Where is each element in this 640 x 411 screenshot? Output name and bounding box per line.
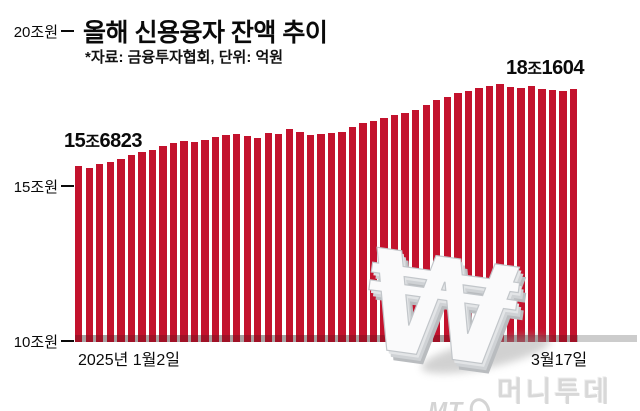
mt-logo-bubble-icon [466,395,494,411]
bar [306,135,315,342]
bar [138,152,146,342]
x-axis-end-label: 3월17일 [531,352,588,369]
y-tick-label: 10조원 [13,333,58,351]
y-tick-10: 10조원 [0,332,74,351]
y-tick-label: 20조원 [13,23,58,41]
value-number: 18 [506,57,528,79]
moneytoday-wordmark: 머니투데이 [497,376,613,407]
bar [454,93,462,342]
bar [569,89,578,342]
bar [254,138,262,342]
won-glyph-depth: ₩ [361,230,534,388]
bar [464,90,473,342]
bar [506,86,515,342]
bar [159,146,167,342]
tick-dash-icon [61,30,74,32]
bars [75,32,578,342]
bar [201,139,209,342]
y-tick-20: 20조원 [0,22,74,41]
value-unit: 조 [527,61,542,78]
bar [433,100,441,342]
moneytoday-watermark: MT 머니투데이 [428,370,640,411]
bar [117,158,125,342]
bar [285,129,294,342]
y-tick-label: 15조원 [13,178,58,196]
value-number: 6823 [99,130,142,152]
bar [275,134,283,342]
bar [369,121,378,342]
bar [243,136,251,342]
value-number: 15 [64,130,86,152]
bar [222,134,230,342]
bar [359,123,367,342]
bar [338,131,346,342]
baseline-shade [75,335,578,342]
bar [422,104,430,342]
bar [517,87,525,342]
value-number: 1604 [541,57,584,79]
bar [412,109,420,342]
bar [401,113,409,342]
bar [75,165,83,342]
bar [559,90,567,342]
tick-dash-icon [61,185,74,187]
x-axis-start-label: 2025년 1월2일 [78,352,180,369]
bar [148,149,157,342]
bar [264,132,272,342]
bar [85,168,93,342]
won-glyph-depth: ₩ [356,228,529,388]
bar [348,126,357,342]
bar [475,88,483,342]
won-glyph-depth: ₩ [359,228,532,388]
bar [390,115,399,342]
bar [527,85,536,342]
first-value-label: 15조6823 [64,128,142,153]
bar [232,133,241,342]
bar [485,86,494,342]
bar [180,141,188,342]
won-shadow [421,334,551,374]
last-value-label: 18조1604 [506,55,584,80]
bar [296,131,304,342]
bar [96,164,104,342]
value-unit: 조 [85,134,100,151]
bar [538,89,546,342]
won-glyph-face: ₩ [354,228,527,388]
won-symbol-icon: ₩ ₩ ₩ ₩ [354,219,551,410]
bar [169,143,178,342]
bar [211,137,220,342]
mt-logo-text: MT [428,396,464,411]
source-note: *자료: 금융투자협회, 단위: 억원 [85,49,284,66]
bar [496,84,504,342]
y-tick-15: 15조원 [0,177,74,196]
bar [127,154,136,342]
page-title: 올해 신용융자 잔액 추이 [83,19,328,47]
bar [190,142,199,342]
tick-dash-icon [61,340,74,342]
won-3d-graphic: ₩ ₩ ₩ ₩ [336,219,556,410]
bar [548,90,557,342]
bar [106,162,114,342]
bar [317,133,325,342]
bar [327,133,336,342]
bar [443,96,451,342]
bar [380,117,388,342]
